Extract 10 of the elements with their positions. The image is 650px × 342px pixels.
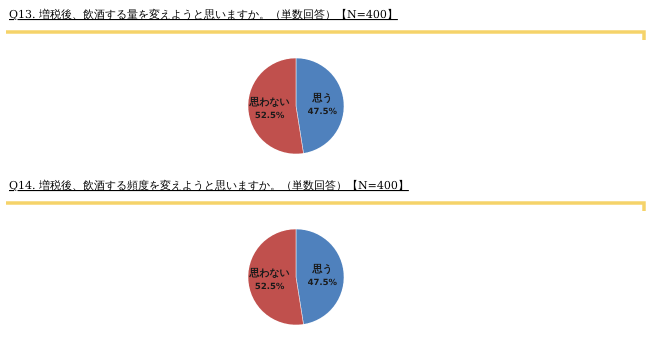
data-label: 47.5% — [308, 278, 338, 288]
slice-label: 思う — [311, 92, 332, 104]
data-label: 52.5% — [254, 111, 285, 122]
slice-label: 思わない — [248, 267, 290, 280]
chart-title: Q13. 増税後、飲酒する量を変えようと思いますか。（単数回答）【N=400】 — [9, 8, 398, 21]
slice-label: 思わない — [248, 96, 290, 108]
data-label: 47.5% — [308, 106, 338, 117]
data-label: 52.5% — [254, 282, 285, 292]
chart-title: Q14. 増税後、飲酒する頻度を変えようと思いますか。（単数回答）【N=400】 — [9, 179, 409, 192]
slice-label: 思う — [311, 262, 332, 275]
